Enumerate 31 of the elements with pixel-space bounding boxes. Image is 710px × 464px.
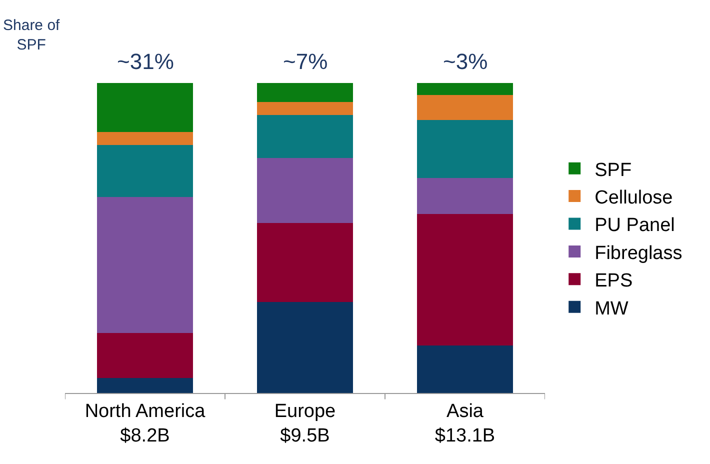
text: ~3% <box>443 49 488 74</box>
bar <box>417 83 513 96</box>
legend-label: SPF <box>594 160 632 181</box>
bar <box>417 120 513 178</box>
text: Share of SPF <box>3 17 61 54</box>
bar <box>257 83 353 102</box>
legend-label: Fibreglass <box>594 242 682 264</box>
legend-label: PU Panel <box>594 215 675 236</box>
x-tick-label: North America $8.2B <box>84 400 206 446</box>
legend-label: Cellulose <box>594 187 673 208</box>
bar <box>97 333 193 378</box>
bar <box>97 145 193 198</box>
bar <box>97 197 193 334</box>
bar <box>257 114 353 158</box>
legend-label: EPS <box>594 270 633 292</box>
bar <box>257 302 353 393</box>
bar <box>97 132 193 145</box>
x-tick-label: Europe $9.5B <box>274 400 336 446</box>
x-tick-label: Asia $13.1B <box>434 400 496 446</box>
bar <box>257 223 353 302</box>
bar <box>257 102 353 115</box>
bar <box>417 345 513 393</box>
bar <box>97 83 193 132</box>
bar <box>417 214 513 346</box>
bar <box>417 178 513 214</box>
text: ~31% <box>117 49 174 74</box>
bar <box>257 158 353 224</box>
bar <box>97 378 193 393</box>
text: ~7% <box>283 49 328 74</box>
legend-label: MW <box>594 298 628 320</box>
bar <box>417 95 513 120</box>
